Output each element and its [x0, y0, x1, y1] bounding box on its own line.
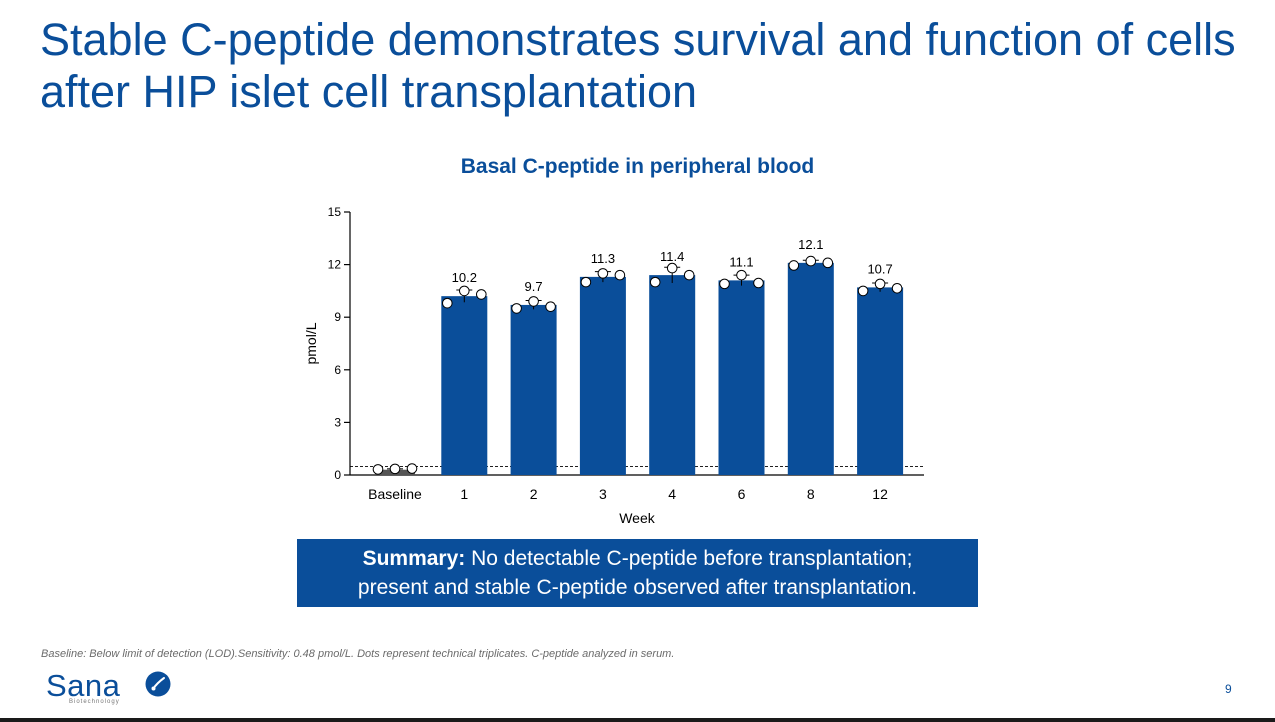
x-tick-label: 3 [599, 486, 607, 502]
slide-title: Stable C-peptide demonstrates survival a… [40, 14, 1236, 117]
y-tick-label: 12 [328, 258, 342, 272]
replicate-dot [874, 278, 886, 290]
replicate-dot [511, 303, 522, 314]
value-label: 9.7 [525, 279, 543, 294]
page-number: 9 [1225, 682, 1232, 696]
summary-box: Summary: No detectable C-peptide before … [297, 539, 978, 607]
value-label: 10.2 [452, 270, 477, 285]
value-label: 11.3 [591, 251, 615, 266]
logo-subtitle: Biotechnology [69, 699, 120, 705]
y-tick-label: 6 [334, 363, 341, 377]
chart-title: Basal C-peptide in peripheral blood [460, 155, 815, 178]
value-label: 12.1 [798, 237, 823, 252]
replicate-dot [442, 297, 453, 309]
replicate-dot [389, 463, 401, 475]
x-axis-label: Week [619, 510, 656, 526]
bar [787, 262, 834, 475]
replicate-dot [459, 285, 470, 297]
x-tick-label: 4 [668, 486, 676, 502]
y-axis-label: pmol/L [303, 322, 319, 364]
x-tick-label: Baseline [368, 486, 422, 502]
replicate-dot [736, 269, 747, 281]
replicate-dot [891, 282, 903, 294]
replicate-dot [372, 464, 384, 475]
logo-text: Sana [46, 668, 121, 703]
x-tick-label: 6 [738, 486, 746, 502]
y-tick-label: 0 [334, 468, 341, 482]
summary-line-2: present and stable C-peptide observed af… [357, 576, 918, 599]
logo-mark-icon [145, 671, 171, 697]
value-label: 10.7 [867, 261, 892, 276]
bar [857, 287, 904, 475]
replicate-dot [805, 255, 817, 267]
replicate-dot [528, 296, 539, 307]
bar [579, 276, 626, 475]
value-label: 11.4 [660, 249, 684, 264]
replicate-dot [683, 269, 695, 281]
replicate-dot [597, 268, 609, 279]
sana-logo: Sana Biotechnology [46, 668, 176, 710]
replicate-dot [719, 278, 730, 290]
bar [510, 304, 557, 475]
footnote: Baseline: Below limit of detection (LOD)… [41, 648, 675, 660]
bar-chart: 0 3 6 9 12 15 Baseline 10.2 1 9.7 2 11.3 3 11.4 4 11.1 6… [303, 205, 924, 526]
replicate-dot [649, 276, 661, 288]
bottom-bar [0, 718, 1275, 722]
bar [718, 280, 765, 475]
summary-label: Summary: [362, 547, 466, 570]
replicate-dot [788, 260, 800, 271]
replicate-dot [406, 463, 418, 474]
x-tick-label: 1 [460, 486, 468, 502]
replicate-dot [580, 276, 592, 288]
y-tick-label: 3 [334, 415, 341, 429]
summary-line-1: No detectable C-peptide before transplan… [465, 547, 913, 570]
bar [441, 296, 488, 475]
y-tick-label: 15 [328, 205, 342, 219]
y-tick-label: 9 [334, 310, 341, 324]
x-tick-label: 12 [872, 486, 888, 502]
replicate-dot [857, 285, 869, 297]
bar [649, 275, 696, 475]
value-label: 11.1 [729, 254, 753, 269]
replicate-dot [545, 301, 556, 312]
x-tick-label: 2 [530, 486, 538, 502]
replicate-dot [666, 262, 678, 274]
replicate-dot [614, 269, 626, 281]
replicate-dot [476, 289, 487, 300]
replicate-dot [753, 277, 764, 289]
x-tick-label: 8 [807, 486, 815, 502]
replicate-dot [822, 257, 834, 269]
